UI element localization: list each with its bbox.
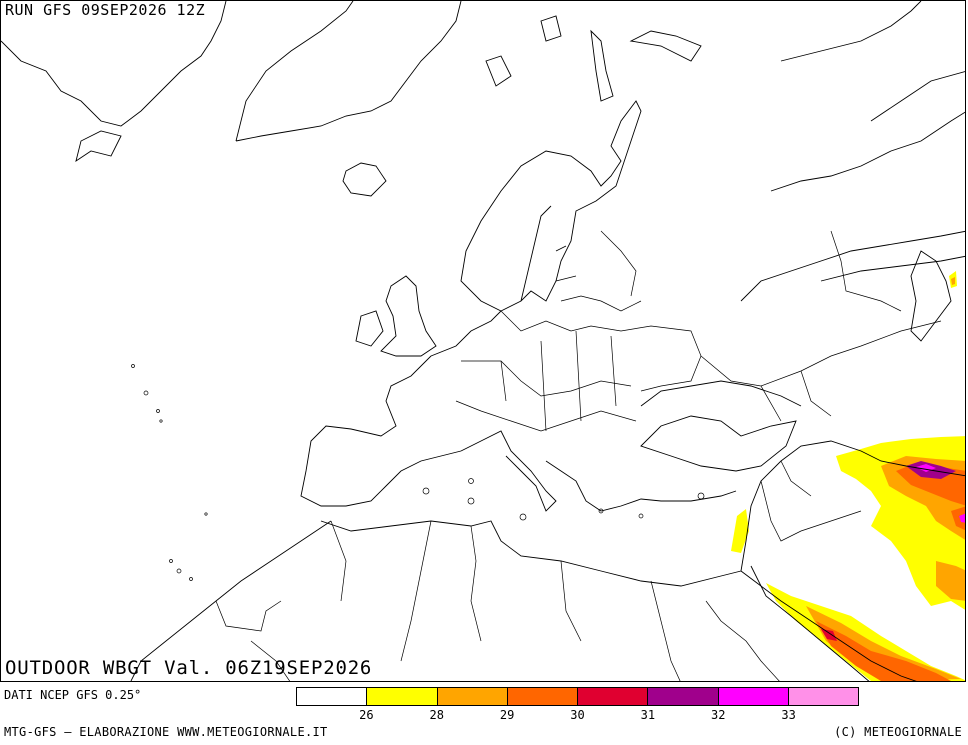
shade-29-30-redsea: [816, 621, 951, 681]
islands: [131, 364, 705, 581]
legend-tick-label: 28: [429, 708, 444, 722]
data-source-label: DATI NCEP GFS 0.25°: [4, 688, 142, 702]
coastlines: [1, 1, 965, 681]
legend-swatch: [578, 688, 649, 705]
color-legend: [296, 687, 859, 706]
legend-tick-label: 33: [781, 708, 796, 722]
map-canvas: [1, 1, 965, 681]
legend-swatch: [648, 688, 719, 705]
legend-tick-label: 26: [359, 708, 374, 722]
legend-swatch: [718, 688, 789, 705]
footer-credit: MTG-GFS — ELABORAZIONE WWW.METEOGIORNALE…: [4, 725, 328, 739]
run-label: RUN GFS 09SEP2026 12Z: [5, 1, 206, 19]
legend-swatch: [507, 688, 578, 705]
legend-swatch: [367, 688, 438, 705]
shade-26-28-levant: [731, 509, 749, 553]
shade-32-33-gulf: [959, 513, 965, 523]
shade-31-32-redsea: [821, 629, 837, 641]
shade-28-29-caspian: [951, 277, 955, 285]
legend-tick-label: 30: [570, 708, 585, 722]
legend-swatch: [437, 688, 508, 705]
legend-tick-label: 32: [711, 708, 726, 722]
legend-tick-label: 31: [640, 708, 656, 722]
country-borders: [215, 230, 942, 681]
wbgt-shading: [731, 271, 965, 681]
legend-tick-label: 29: [499, 708, 515, 722]
shade-28-29-arabia: [936, 561, 965, 601]
footer-copyright: (C) METEOGIORNALE: [834, 725, 962, 739]
legend-swatch: [788, 688, 858, 705]
legend-swatch: [297, 688, 368, 705]
map-panel: RUN GFS 09SEP2026 12Z OUTDOOR WBGT Val. …: [0, 0, 966, 682]
shade-29-30-gulf: [951, 506, 965, 531]
shade-26-28-redsea: [766, 583, 965, 681]
map-title: OUTDOOR WBGT Val. 06Z19SEP2026: [5, 657, 373, 679]
